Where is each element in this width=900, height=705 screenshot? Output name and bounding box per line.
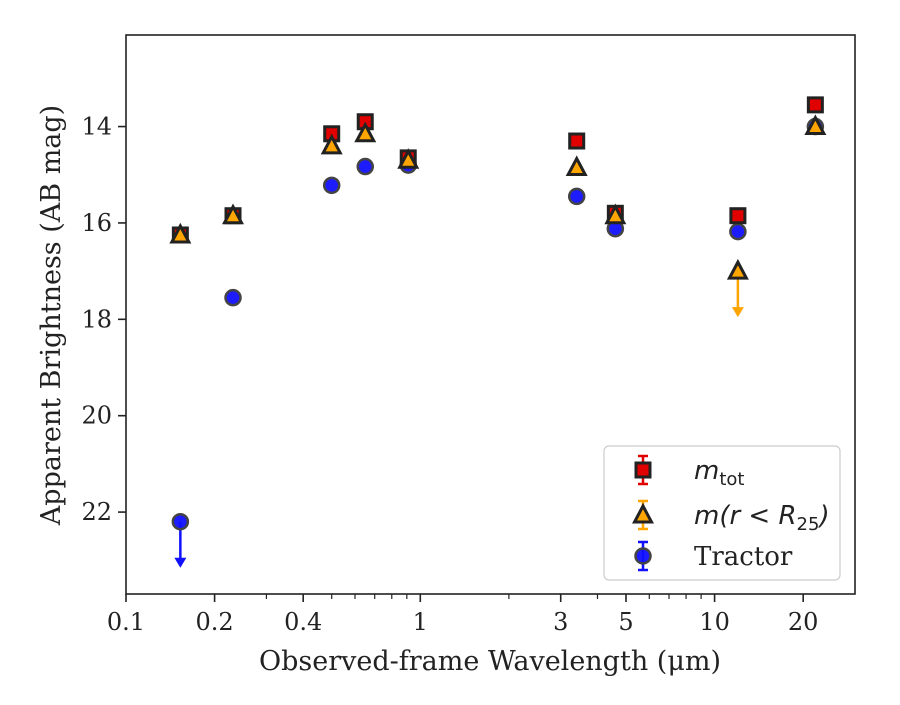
x-axis-label: Observed-frame Wavelength (μm) [259, 646, 721, 677]
y-axis-ticks: 14 16 18 20 22 [81, 113, 126, 526]
triangle-series-point [604, 203, 627, 225]
circle-series-point [567, 187, 586, 206]
square-series-point [729, 207, 747, 225]
x-tick-label: 0.2 [196, 608, 234, 636]
triangle-series-point [397, 148, 420, 169]
legend-label-subscript: tot [719, 469, 744, 490]
triangle-series-point [726, 258, 749, 280]
x-tick-label: 0.4 [284, 608, 322, 636]
x-tick-label: 10 [699, 608, 730, 636]
circle-series-point [171, 512, 190, 531]
y-axis-label: Apparent Brightness (AB mag) [36, 105, 67, 526]
circle-series-point [322, 176, 341, 195]
x-tick-label: 3 [553, 608, 568, 636]
legend-label-close: ) [817, 501, 829, 531]
circle-series-point [729, 222, 747, 241]
square-series-point [568, 132, 586, 150]
plot-frame [125, 34, 856, 595]
legend-circle-icon [634, 547, 652, 565]
legend-triangle-icon [632, 502, 654, 524]
triangle-series-point [565, 155, 588, 177]
legend: mtot m(r < R25) Tractor [603, 445, 841, 581]
triangle-series-upper-limit-head [731, 307, 744, 318]
y-tick-label: 16 [81, 209, 112, 237]
triangle-series-point [222, 203, 245, 225]
legend-label-main: m [694, 456, 719, 486]
legend-box [603, 445, 841, 581]
triangle-series-point [804, 114, 827, 136]
x-tick-label: 20 [788, 608, 819, 636]
x-tick-label: 1 [413, 608, 428, 636]
legend-square-icon [634, 461, 652, 479]
legend-label: Tractor [694, 542, 793, 572]
x-tick-label: 0.1 [107, 608, 145, 636]
x-axis-ticks: 0.1 0.2 0.4 1 3 5 10 20 [107, 594, 819, 636]
legend-label: m(r < R25) [694, 501, 830, 535]
legend-label: mtot [694, 456, 744, 490]
triangle-series-point [354, 121, 377, 143]
y-tick-label: 22 [81, 498, 112, 526]
square-series-point [806, 96, 824, 114]
y-tick-label: 14 [81, 113, 112, 141]
y-tick-label: 20 [81, 402, 112, 430]
triangle-series-point [320, 133, 343, 155]
legend-label-main: m(r < R [694, 501, 797, 531]
circle-series-point [356, 157, 374, 176]
x-tick-label: 5 [618, 608, 633, 636]
circle-series-upper-limit-head [174, 557, 187, 568]
data-marks [169, 96, 827, 568]
legend-label-subscript: 25 [797, 514, 820, 535]
triangle-series-point [169, 222, 192, 244]
circle-series-point [224, 288, 242, 307]
y-tick-label: 18 [81, 305, 112, 333]
